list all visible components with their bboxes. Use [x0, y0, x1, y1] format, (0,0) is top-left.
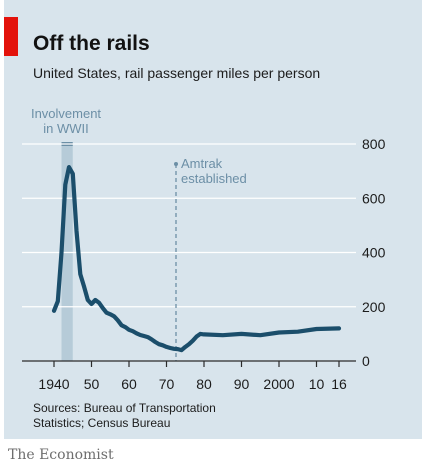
brand-accent-tab [4, 17, 18, 56]
x-tick-label-1960: 60 [121, 376, 137, 392]
amtrak-label-line-1: Amtrak [181, 156, 223, 171]
x-tick-label-1950: 50 [84, 376, 100, 392]
wwii-label-line-2: in WWII [43, 121, 89, 136]
amtrak-label-line-2: established [181, 171, 247, 186]
x-tick-label-2000: 2000 [263, 376, 294, 392]
y-tick-label-200: 200 [362, 299, 386, 315]
y-tick-label-600: 600 [362, 190, 386, 206]
source-note: Sources: Bureau of Transportation Statis… [33, 401, 293, 431]
x-tick-label-2010: 10 [309, 376, 325, 392]
source-line-1: Sources: Bureau of Transportation [33, 401, 216, 415]
amtrak-marker-dot [174, 162, 178, 166]
chart-subtitle: United States, rail passenger miles per … [33, 65, 321, 81]
x-tick-label-2016: 16 [331, 376, 347, 392]
source-line-2: Statistics; Census Bureau [33, 416, 171, 430]
y-tick-label-400: 400 [362, 245, 386, 261]
chart-title: Off the rails [33, 32, 150, 55]
x-tick-label-1990: 90 [234, 376, 250, 392]
y-tick-label-800: 800 [362, 136, 386, 152]
economist-brand: The Economist [8, 447, 114, 463]
y-tick-label-0: 0 [362, 353, 370, 369]
wwii-label-line-1: Involvement [31, 106, 101, 121]
x-tick-label-1940: 1940 [38, 376, 69, 392]
series-line-1 [51, 165, 342, 353]
x-tick-label-1970: 70 [159, 376, 175, 392]
x-tick-label-1980: 80 [196, 376, 212, 392]
